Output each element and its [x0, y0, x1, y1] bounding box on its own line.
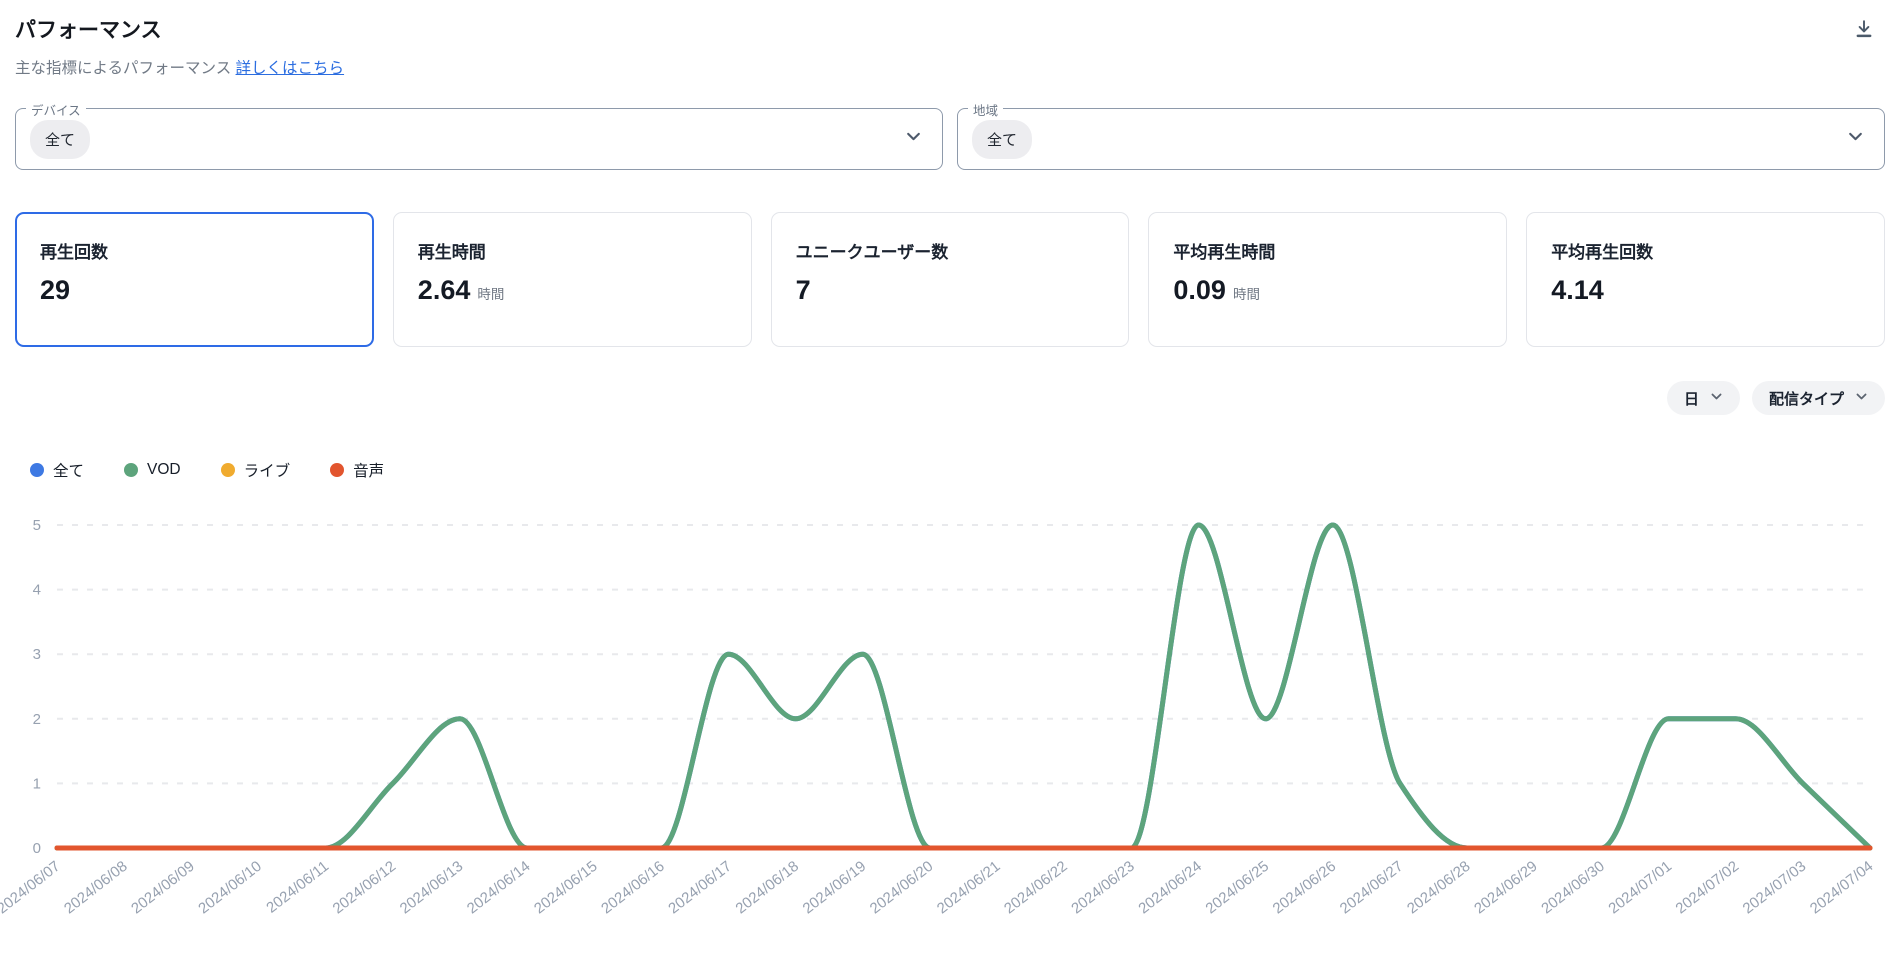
- legend-item-all[interactable]: 全て: [30, 459, 84, 481]
- metric-value: 29: [40, 275, 71, 305]
- x-axis-label: 2024/06/09: [128, 858, 198, 918]
- metric-card-avg-play-time[interactable]: 平均再生時間 0.09 時間: [1148, 212, 1508, 347]
- series-line-all: [54, 522, 1873, 851]
- x-axis-label: 2024/06/30: [1538, 858, 1608, 918]
- x-axis-label: 2024/06/19: [800, 858, 870, 918]
- y-axis-label: 0: [33, 840, 41, 857]
- filter-row: デバイス 全て 地域 全て: [15, 100, 1885, 170]
- download-button[interactable]: [1849, 14, 1879, 47]
- y-axis-label: 4: [33, 582, 41, 599]
- chart-controls: 日 配信タイプ: [15, 381, 1885, 415]
- y-axis-label: 3: [33, 646, 41, 663]
- x-axis-label: 2024/06/14: [464, 858, 534, 918]
- legend-label: VOD: [147, 461, 181, 478]
- x-axis-label: 2024/06/16: [598, 858, 668, 918]
- metric-title: 再生回数: [40, 243, 108, 262]
- metric-value: 2.64: [417, 275, 471, 305]
- x-axis-label: 2024/06/18: [732, 858, 802, 918]
- metric-value: 0.09: [1173, 275, 1226, 305]
- metric-card-plays[interactable]: 再生回数 29: [15, 212, 374, 347]
- chart-control-granularity[interactable]: 日: [1666, 381, 1740, 415]
- chevron-down-icon[interactable]: [1847, 128, 1864, 150]
- x-axis-label: 2024/06/21: [934, 858, 1004, 918]
- x-axis-label: 2024/06/08: [61, 858, 131, 918]
- legend-item-audio[interactable]: 音声: [330, 459, 384, 481]
- metric-title: 再生時間: [417, 243, 486, 262]
- legend-item-live[interactable]: ライブ: [220, 459, 291, 481]
- legend-label: ライブ: [243, 463, 291, 480]
- metric-card-play-time[interactable]: 再生時間 2.64 時間: [392, 212, 752, 347]
- x-axis-label: 2024/06/20: [867, 858, 937, 918]
- chart-legend: 全て VOD ライブ 音声: [15, 459, 1885, 481]
- x-axis-label: 2024/06/26: [1270, 858, 1340, 918]
- control-label: 日: [1683, 390, 1699, 408]
- x-axis-label: 2024/07/03: [1740, 858, 1810, 918]
- y-axis-label: 5: [33, 517, 41, 534]
- filter-dropdown-device[interactable]: デバイス 全て: [15, 100, 943, 170]
- performance-chart: 0123452024/06/072024/06/082024/06/092024…: [0, 517, 1877, 918]
- download-icon: [1853, 20, 1875, 43]
- x-axis-label: 2024/06/23: [1068, 858, 1138, 918]
- metric-title: ユニークユーザー数: [795, 243, 949, 262]
- selected-value-chip: 全て: [972, 119, 1033, 159]
- x-axis-label: 2024/06/15: [531, 858, 601, 918]
- metric-value: 7: [795, 275, 811, 305]
- details-link[interactable]: 詳しくはこちら: [235, 60, 345, 77]
- x-axis-label: 2024/07/01: [1605, 858, 1675, 918]
- series-line-vod: [54, 522, 1873, 851]
- y-axis-label: 2: [33, 711, 41, 728]
- y-axis-label: 1: [33, 775, 41, 792]
- x-axis-label: 2024/06/24: [1135, 858, 1205, 918]
- control-label: 配信タイプ: [1768, 390, 1844, 408]
- x-axis-label: 2024/06/07: [0, 858, 63, 918]
- legend-label: 音声: [353, 463, 385, 480]
- chevron-down-icon: [1710, 390, 1723, 407]
- legend-label: 全て: [53, 463, 85, 480]
- metric-value: 4.14: [1551, 275, 1604, 305]
- filter-label: 地域: [968, 100, 1004, 119]
- chevron-down-icon[interactable]: [905, 128, 922, 150]
- chevron-down-icon: [1855, 390, 1868, 407]
- chart-area: 0 1 2 3 4 5 2024/06/07 2024/06/08 2024/06/09 2024…: [0, 495, 1885, 945]
- x-axis-label: 2024/06/28: [1404, 858, 1474, 918]
- x-axis-label: 2024/07/04: [1807, 858, 1877, 918]
- filter-dropdown-region[interactable]: 地域 全て: [957, 100, 1885, 170]
- metric-unit: 時間: [1232, 287, 1260, 302]
- x-axis-label: 2024/06/17: [665, 858, 735, 918]
- x-axis-label: 2024/06/27: [1337, 858, 1407, 918]
- metric-card-avg-plays[interactable]: 平均再生回数 4.14: [1526, 212, 1885, 347]
- metric-cards: 再生回数 29 再生時間 2.64 時間 ユニークユーザー数 7 平均再生時間: [15, 212, 1885, 347]
- header: パフォーマンス: [15, 14, 1885, 47]
- x-axis-label: 2024/06/29: [1471, 858, 1541, 918]
- metric-title: 平均再生時間: [1173, 243, 1276, 262]
- metric-title: 平均再生回数: [1551, 243, 1654, 262]
- x-axis-label: 2024/06/25: [1203, 858, 1273, 918]
- legend-item-vod[interactable]: VOD: [124, 461, 181, 479]
- x-axis-label: 2024/07/02: [1673, 858, 1743, 918]
- chart-control-stream-type[interactable]: 配信タイプ: [1751, 381, 1885, 415]
- metric-unit: 時間: [477, 287, 505, 302]
- filter-label: デバイス: [26, 100, 86, 119]
- legend-color-dot: [30, 463, 44, 477]
- legend-color-dot: [330, 463, 345, 477]
- selected-value-chip: 全て: [30, 119, 91, 159]
- x-axis-label: 2024/06/10: [195, 858, 265, 918]
- x-axis-label: 2024/06/13: [397, 858, 467, 918]
- subtitle-text: 主な指標によるパフォーマンス: [15, 60, 232, 77]
- x-axis-label: 2024/06/11: [263, 858, 332, 917]
- x-axis-label: 2024/06/22: [1001, 858, 1071, 918]
- metric-card-unique-users[interactable]: ユニークユーザー数 7: [770, 212, 1130, 347]
- page-title: パフォーマンス: [15, 19, 162, 42]
- x-axis-label: 2024/06/12: [330, 858, 400, 918]
- legend-color-dot: [124, 463, 139, 477]
- subtitle: 主な指標によるパフォーマンス 詳しくはこちら: [15, 56, 1885, 78]
- legend-color-dot: [220, 463, 235, 477]
